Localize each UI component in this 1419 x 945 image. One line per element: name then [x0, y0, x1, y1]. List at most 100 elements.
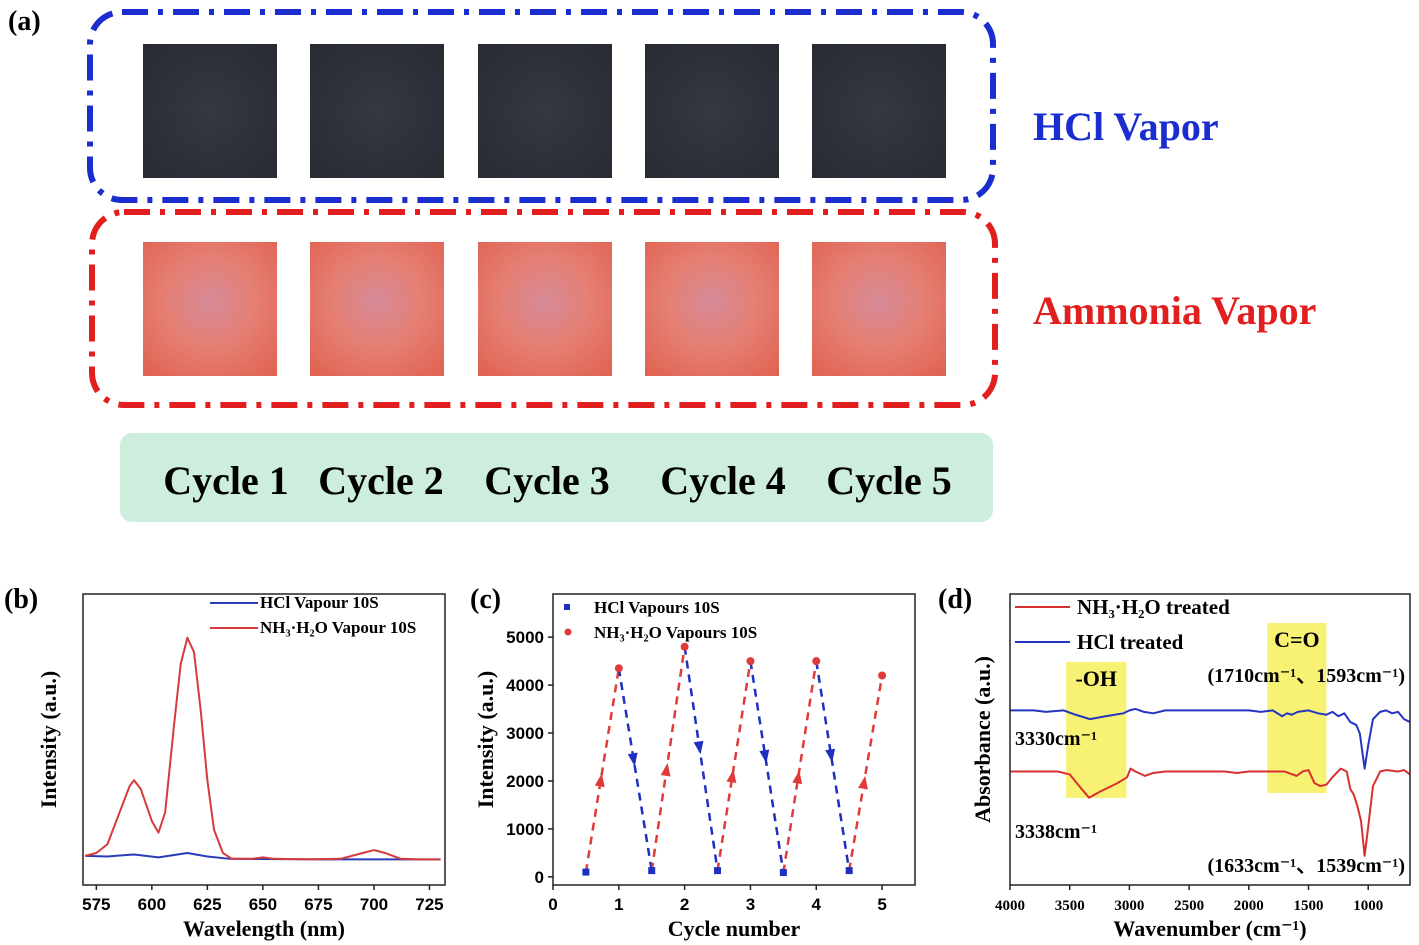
- quench-segment: [683, 646, 719, 871]
- peak-annotation: (1710cm⁻¹、1593cm⁻¹): [1208, 665, 1406, 687]
- x-tick-label: 600: [138, 895, 166, 914]
- hcl-sample-cycle-4: [645, 44, 779, 178]
- x-axis-label: Wavelength (nm): [183, 916, 345, 941]
- x-tick-label: 2: [680, 895, 689, 914]
- y-tick-label: 1000: [506, 820, 544, 839]
- ammonia-sample-cycle-1: [143, 242, 277, 376]
- recovery-segment: [716, 660, 752, 871]
- direction-arrow-icon: [660, 762, 671, 777]
- series-line-1: [1010, 707, 1411, 770]
- ammonia-frame: [89, 209, 998, 408]
- hcl-point: [648, 867, 656, 875]
- legend-label: NH₃·H₂O Vapour 10S: [260, 618, 416, 637]
- nh3-point: [614, 664, 623, 673]
- hcl-sample-cycle-2: [310, 44, 444, 178]
- x-tick-label: 650: [249, 895, 277, 914]
- nh3-point: [746, 657, 755, 666]
- y-tick-label: 4000: [506, 676, 544, 695]
- direction-arrow-icon: [594, 773, 605, 788]
- panel-label-b: (b): [4, 584, 38, 615]
- ammonia-sample-cycle-3: [478, 242, 612, 376]
- direction-arrow-icon: [792, 770, 803, 785]
- cycle-labels: Cycle 1 Cycle 2 Cycle 3 Cycle 4 Cycle 5: [163, 458, 952, 503]
- chart-d-ftir: -OH C=O 4000 3500 3000 2500 2000 1500 1000 Wavenu…: [970, 593, 1411, 941]
- ammonia-sample-cycle-2: [310, 242, 444, 376]
- peak-annotation: 3338cm⁻¹: [1015, 821, 1097, 843]
- recovery-segment: [847, 675, 884, 871]
- x-tick-label: 725: [415, 895, 443, 914]
- ammonia-sample-cycle-5: [812, 242, 946, 376]
- chart-b-emission-spectra: 575 600 625 650 675 700 725 Wavelength (nm) Inte…: [36, 593, 446, 941]
- peak-annotation: (1633cm⁻¹、1539cm⁻¹): [1208, 855, 1406, 877]
- x-tick-label: 3000: [1114, 898, 1144, 914]
- plot-frame: [1009, 593, 1411, 886]
- legend-label: HCl Vapours 10S: [594, 598, 720, 617]
- x-axis-label: Cycle number: [668, 916, 801, 941]
- hcl-point: [845, 867, 853, 875]
- x-tick-label: 700: [360, 895, 388, 914]
- x-tick-label: 2000: [1234, 898, 1264, 914]
- x-tick-label: 4000: [995, 898, 1025, 914]
- direction-arrow-icon: [759, 749, 770, 764]
- plot-frame: [82, 593, 446, 886]
- highlight-region: [1066, 662, 1127, 798]
- hcl-vapor-label: HCl Vapor: [1033, 104, 1219, 149]
- direction-arrow-icon: [726, 769, 737, 784]
- x-tick-label: 4: [812, 895, 822, 914]
- series-line-1: [84, 636, 441, 861]
- x-tick-label: 3500: [1055, 898, 1085, 914]
- y-axis-label: Absorbance (a.u.): [970, 656, 995, 823]
- hcl-point: [779, 869, 787, 877]
- cycle-label: Cycle 1: [163, 458, 289, 503]
- x-tick-label: 1500: [1294, 898, 1324, 914]
- cycle-label: Cycle 5: [826, 458, 952, 503]
- hcl-point: [714, 867, 722, 875]
- legend-label: HCl treated: [1077, 630, 1184, 654]
- direction-arrow-icon: [825, 748, 836, 763]
- hcl-point: [582, 868, 590, 876]
- y-tick-label: 5000: [506, 628, 544, 647]
- recovery-segment: [650, 646, 686, 871]
- cycle-label: Cycle 2: [318, 458, 444, 503]
- legend-swatch: [564, 604, 570, 610]
- panel-label-c: (c): [470, 584, 501, 615]
- recovery-segment: [584, 668, 621, 873]
- legend-label: NH₃·H₂O Vapours 10S: [594, 623, 757, 642]
- ammonia-vapor-label: Ammonia Vapor: [1033, 288, 1316, 333]
- hcl-sample-cycle-1: [143, 44, 277, 178]
- recovery-segment: [782, 660, 818, 873]
- direction-arrow-icon: [858, 775, 868, 790]
- x-tick-label: 2500: [1174, 898, 1204, 914]
- panel-a: (a) HCl Vapor Ammonia Vapor Cycle 1 Cycl…: [8, 6, 1316, 522]
- highlight-region: [1267, 623, 1327, 793]
- cycle-label: Cycle 4: [660, 458, 786, 503]
- y-tick-label: 3000: [506, 724, 544, 743]
- legend-label: NH₃·H₂O treated: [1077, 595, 1230, 619]
- peak-annotation: 3330cm⁻¹: [1015, 728, 1097, 750]
- series-line-0: [1010, 767, 1411, 857]
- x-tick-label: 3: [746, 895, 755, 914]
- y-tick-label: 0: [535, 868, 544, 887]
- y-axis-label: Intensity (a.u.): [36, 671, 61, 809]
- x-tick-label: 575: [82, 895, 110, 914]
- quench-segment: [749, 660, 785, 873]
- hcl-tiles: [143, 44, 946, 178]
- x-tick-label: 1000: [1353, 898, 1383, 914]
- legend-swatch: [564, 628, 572, 636]
- nh3-point: [878, 671, 887, 680]
- y-axis-label: Intensity (a.u.): [473, 671, 498, 809]
- x-tick-label: 0: [548, 895, 557, 914]
- quench-segment: [617, 668, 653, 871]
- panel-label-d: (d): [938, 584, 972, 615]
- ammonia-tiles: [143, 242, 946, 376]
- cycle-label: Cycle 3: [484, 458, 610, 503]
- direction-arrow-icon: [627, 752, 638, 767]
- ammonia-sample-cycle-4: [645, 242, 779, 376]
- highlight-label: C=O: [1274, 627, 1320, 652]
- plot-frame: [552, 593, 916, 886]
- x-tick-label: 1: [614, 895, 623, 914]
- hcl-sample-cycle-5: [812, 44, 946, 178]
- chart-c-cycling: 0 1 2 3 4 5 0 1000 2000 3000 4000 5000 Cycle number I…: [473, 593, 916, 941]
- y-tick-label: 2000: [506, 772, 544, 791]
